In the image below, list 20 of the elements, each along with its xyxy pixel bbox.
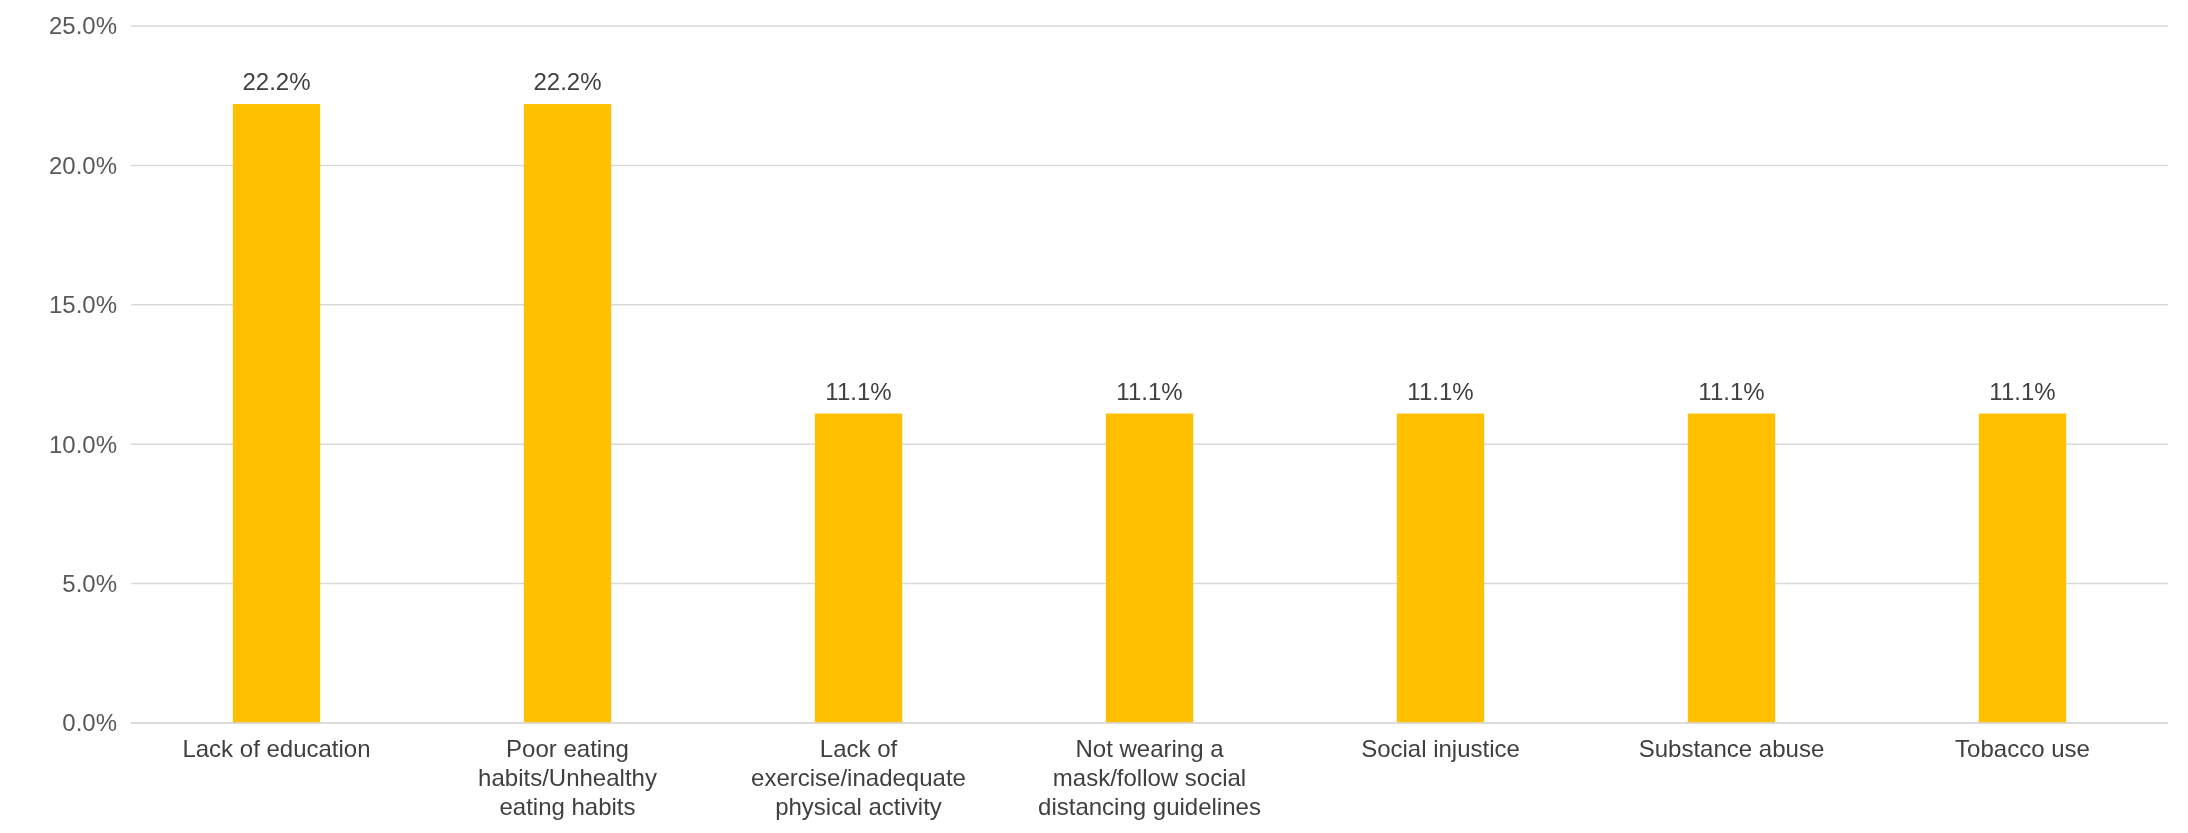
data-label: 22.2% bbox=[533, 68, 602, 96]
y-tick-label: 15.0% bbox=[48, 291, 117, 319]
x-tick-label: Lack of education bbox=[182, 735, 371, 762]
y-tick-label: 5.0% bbox=[62, 570, 117, 597]
data-label: 11.1% bbox=[1698, 377, 1765, 405]
y-tick-label: 10.0% bbox=[48, 430, 117, 458]
data-label: 11.1% bbox=[1116, 377, 1183, 405]
y-tick-label: 20.0% bbox=[48, 151, 117, 179]
x-tick-label: Poor eating habits/Unhealthy eating habits bbox=[478, 735, 657, 820]
y-tick-label: 0.0% bbox=[62, 709, 117, 737]
data-label: 22.2% bbox=[242, 68, 311, 96]
data-label: 11.1% bbox=[1407, 377, 1474, 405]
data-label: 11.1% bbox=[825, 377, 892, 405]
x-tick-label: Tobacco use bbox=[1955, 735, 2090, 762]
y-tick-label: 25.0% bbox=[48, 12, 117, 40]
x-tick-label: Lack of exercise/inadequate physical activity bbox=[751, 735, 966, 820]
x-tick-label: Social injustice bbox=[1361, 735, 1520, 762]
x-tick-label: Substance abuse bbox=[1638, 735, 1825, 762]
x-tick-label: Not wearing a mask/follow social distancing guidelines bbox=[1038, 735, 1261, 820]
data-label: 11.1% bbox=[1989, 377, 2056, 405]
